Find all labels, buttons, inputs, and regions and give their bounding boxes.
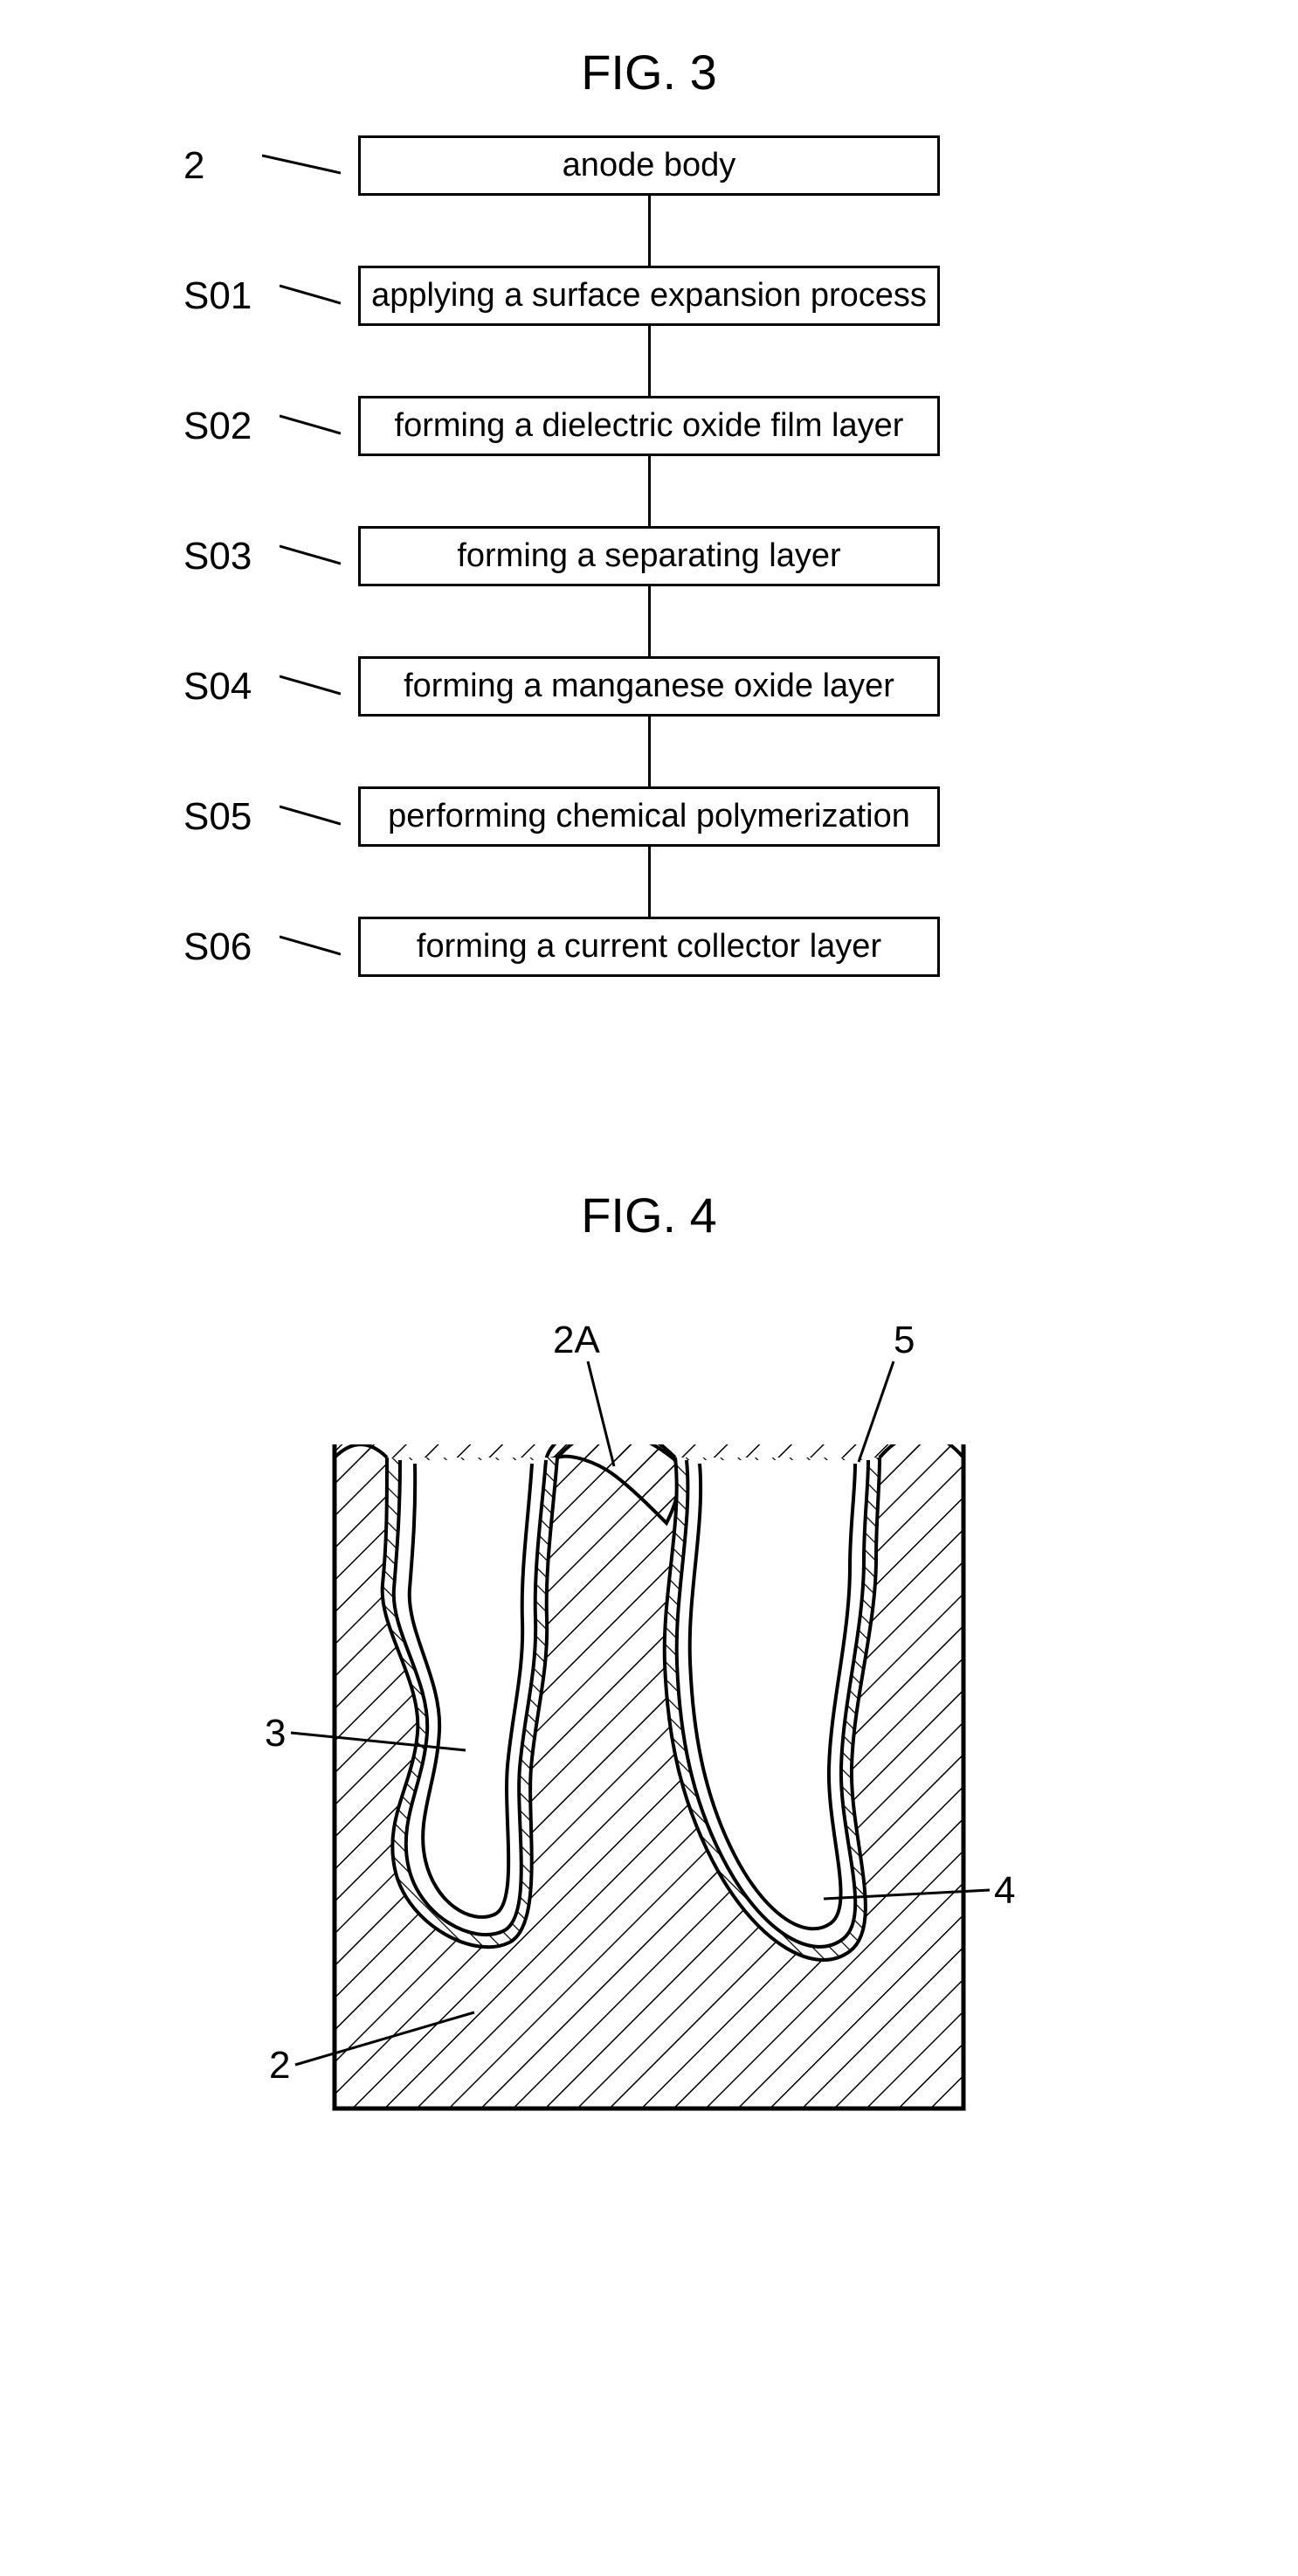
connector xyxy=(648,717,651,786)
flow-row: 2 anode body xyxy=(0,135,1298,196)
leader-line xyxy=(280,669,341,704)
flow-row: S05 performing chemical polymerization xyxy=(0,786,1298,847)
fig3-title: FIG. 3 xyxy=(0,0,1298,135)
connector xyxy=(648,456,651,526)
step-ref: S04 xyxy=(183,665,252,709)
step-ref: S05 xyxy=(183,795,252,839)
flow-box: forming a separating layer xyxy=(358,526,940,586)
flow-row: S03 forming a separating layer xyxy=(0,526,1298,586)
leader-line xyxy=(280,930,341,965)
step-ref: S03 xyxy=(183,535,252,578)
flow-box: forming a manganese oxide layer xyxy=(358,656,940,717)
flow-row: S06 forming a current collector layer xyxy=(0,917,1298,977)
leader-line xyxy=(262,149,341,184)
peak-cap-1 xyxy=(557,1427,675,1458)
leader-line xyxy=(280,539,341,574)
flow-box: applying a surface expansion process xyxy=(358,266,940,326)
fig3-flowchart: 2 anode body S01 applying a surface expa… xyxy=(0,135,1298,1047)
flow-box: forming a current collector layer xyxy=(358,917,940,977)
ref-label: 2 xyxy=(269,2044,290,2087)
flow-row: S01 applying a surface expansion process xyxy=(0,266,1298,326)
ref-label: 4 xyxy=(994,1869,1015,1912)
flow-box: anode body xyxy=(358,135,940,196)
flow-box: performing chemical polymerization xyxy=(358,786,940,847)
connector xyxy=(648,326,651,396)
fig4-title: FIG. 4 xyxy=(0,1047,1298,1278)
leader-line xyxy=(280,279,341,314)
step-ref: S01 xyxy=(183,274,252,318)
connector xyxy=(648,847,651,917)
leader-line xyxy=(280,800,341,834)
connector xyxy=(648,586,651,656)
fig4-container: 2A 5 3 4 2 xyxy=(0,1278,1298,2257)
step-ref: S06 xyxy=(183,925,252,969)
ref-label: 2A xyxy=(553,1319,600,1361)
step-ref: 2 xyxy=(183,144,204,188)
peak-cap-2 xyxy=(880,1434,963,1458)
step-ref: S02 xyxy=(183,405,252,448)
leader-line xyxy=(280,409,341,444)
ref-label: 3 xyxy=(265,1712,286,1755)
connector xyxy=(648,196,651,266)
ref-label: 5 xyxy=(894,1319,915,1361)
flow-row: S04 forming a manganese oxide layer xyxy=(0,656,1298,717)
flow-row: S02 forming a dielectric oxide film laye… xyxy=(0,396,1298,456)
flow-box: forming a dielectric oxide film layer xyxy=(358,396,940,456)
fig4-cross-section: 2A 5 3 4 2 xyxy=(247,1313,1051,2152)
